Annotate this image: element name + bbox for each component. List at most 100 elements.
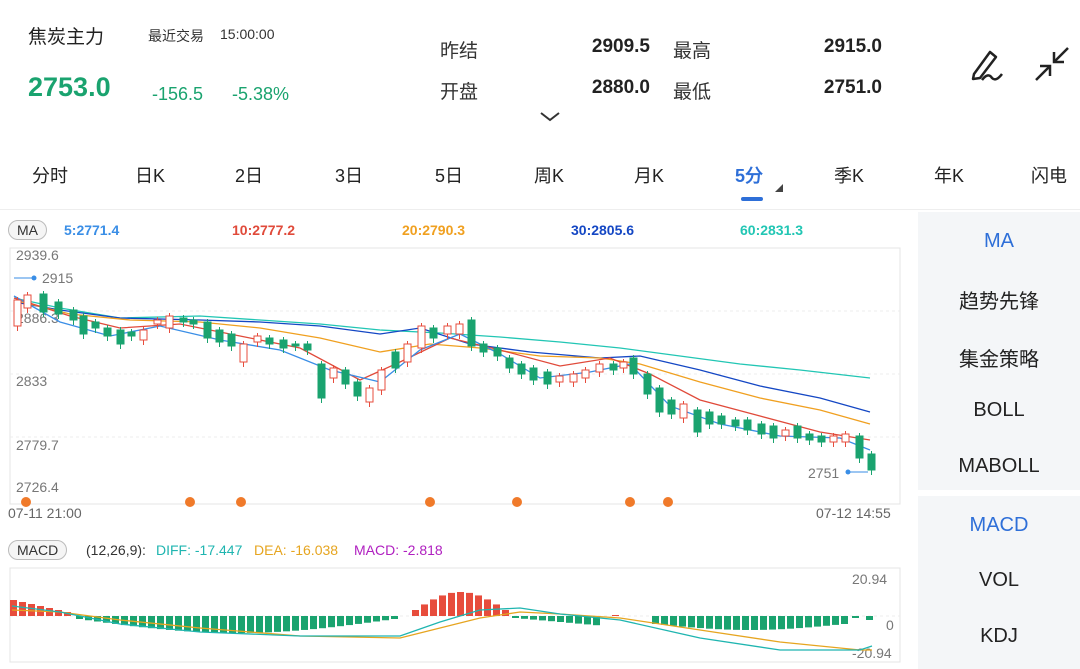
kline-chart[interactable]: 2939.6 2886.3 2833 2779.7 2726.4 2915 2751 <box>0 240 912 510</box>
macd-indicator-pill[interactable]: MACD <box>8 540 68 560</box>
tab-2day[interactable]: 2日 <box>234 166 263 186</box>
macd-bar <box>796 616 803 629</box>
candle <box>543 371 552 385</box>
candle <box>505 357 514 369</box>
candle <box>517 363 526 375</box>
tab-5min[interactable]: 5分 <box>734 166 763 186</box>
macd-bar <box>778 616 785 630</box>
macd-chart[interactable]: 20.94 0 -20.94 <box>0 566 912 666</box>
macd-bar <box>211 616 218 633</box>
candle <box>581 369 590 379</box>
macd-bar <box>832 616 839 625</box>
macd-bar <box>382 616 389 621</box>
macd-bar <box>466 592 473 616</box>
candle <box>829 435 838 443</box>
side-item-maboll[interactable]: MABOLL <box>958 455 1040 477</box>
candle <box>341 369 350 385</box>
macd-bar <box>256 616 263 633</box>
side-item-trend[interactable]: 趋势先锋 <box>959 291 1039 313</box>
macd-bar <box>484 599 491 616</box>
macd-bar <box>670 616 677 626</box>
candle <box>629 357 638 375</box>
candle <box>253 335 262 343</box>
side-item-boll[interactable]: BOLL <box>973 399 1025 421</box>
active-tab-indicator <box>741 197 763 201</box>
candle <box>717 415 726 425</box>
ma30-line <box>13 301 871 413</box>
tab-dropdown-icon[interactable] <box>774 180 784 198</box>
candle <box>365 387 374 403</box>
signal-dot <box>21 497 31 507</box>
macd-bar <box>157 616 164 630</box>
candle <box>455 323 464 335</box>
candle <box>867 453 876 471</box>
collapse-arrows-icon[interactable] <box>1032 44 1072 89</box>
macd-bar <box>457 592 464 616</box>
macd-bar <box>373 616 380 622</box>
macd-bar <box>439 595 446 616</box>
tab-flash[interactable]: 闪电 <box>1031 166 1067 186</box>
ma-indicator-pill[interactable]: MA <box>8 220 47 240</box>
tab-daily[interactable]: 日K <box>134 166 165 186</box>
candle <box>203 321 212 339</box>
macd-bar <box>733 616 740 630</box>
tab-weekly[interactable]: 周K <box>533 166 564 186</box>
candle <box>353 381 362 397</box>
tab-yearly[interactable]: 年K <box>933 166 964 186</box>
macd-bar <box>593 616 600 626</box>
ma20-line <box>13 299 871 425</box>
time-end-label: 07-12 14:55 <box>816 505 891 521</box>
macd-diff: DIFF: -17.447 <box>156 542 243 558</box>
side-item-vol[interactable]: VOL <box>978 569 1020 591</box>
candle <box>215 329 224 343</box>
price-axis-label: 2726.4 <box>16 479 59 495</box>
tab-fenshi[interactable]: 分时 <box>32 166 68 186</box>
macd-bar <box>715 616 722 630</box>
diff-line <box>11 605 873 651</box>
candle <box>479 343 488 353</box>
side-item-strategy[interactable]: 集金策略 <box>959 349 1039 371</box>
macd-bar <box>292 616 299 631</box>
candle <box>23 294 32 309</box>
macd-bar <box>557 616 564 622</box>
macd-value: MACD: -2.818 <box>354 542 443 558</box>
macd-bar <box>421 604 428 616</box>
macd-bar <box>688 616 695 628</box>
candle <box>655 387 664 413</box>
macd-bar <box>202 616 209 633</box>
macd-bar <box>193 616 200 632</box>
macd-bar <box>310 616 317 630</box>
tab-3day[interactable]: 3日 <box>334 166 363 186</box>
last-price: 2753.0 <box>28 72 111 102</box>
macd-bar <box>841 616 848 624</box>
candle <box>757 423 766 435</box>
candle <box>743 419 752 431</box>
last-trade-time: 15:00:00 <box>220 26 275 42</box>
side-item-macd[interactable]: MACD <box>969 514 1029 536</box>
low-label: 最低 <box>673 82 712 103</box>
candle <box>265 337 274 345</box>
side-item-kdj[interactable]: KDJ <box>980 625 1018 647</box>
tab-5day[interactable]: 5日 <box>434 166 463 186</box>
edit-pen-icon[interactable] <box>966 44 1006 89</box>
macd-bar <box>566 616 573 623</box>
candle <box>609 363 618 371</box>
candle <box>705 411 714 425</box>
candle <box>103 327 112 337</box>
dea-line <box>11 609 872 651</box>
side-item-ma[interactable]: MA <box>984 230 1014 252</box>
candle <box>569 373 578 383</box>
macd-bar <box>512 616 519 618</box>
macd-bar <box>823 616 830 626</box>
tab-monthly[interactable]: 月K <box>633 166 664 186</box>
chevron-down-icon[interactable] <box>538 110 562 129</box>
candle <box>317 363 326 399</box>
candle <box>377 369 386 391</box>
candle <box>329 367 338 379</box>
macd-bar <box>148 616 155 629</box>
candle <box>227 333 236 347</box>
candle <box>165 315 174 329</box>
tab-quarterly[interactable]: 季K <box>833 166 864 186</box>
candle <box>279 339 288 349</box>
candle <box>69 309 78 321</box>
